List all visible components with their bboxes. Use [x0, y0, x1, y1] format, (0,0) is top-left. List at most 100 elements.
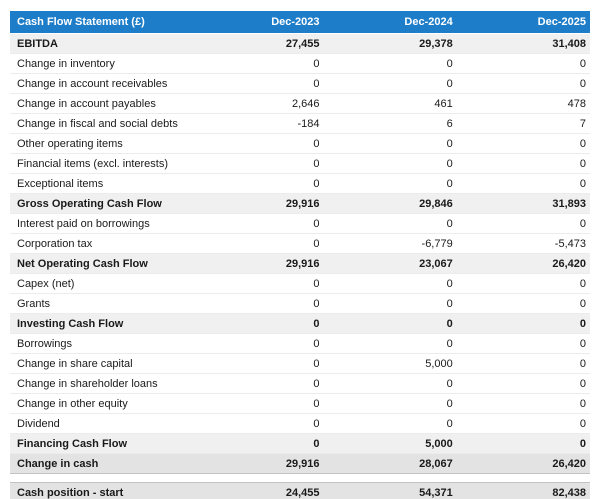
table-row: Investing Cash Flow 0 0 0: [10, 314, 590, 334]
table-row: Exceptional items 0 0 0: [10, 174, 590, 194]
column-header-dec-2023: Dec-2023: [190, 11, 324, 34]
row-label: Corporation tax: [10, 234, 191, 254]
row-label: Change in account payables: [10, 94, 191, 114]
cell-value: 0: [190, 394, 324, 414]
cell-value: 0: [323, 154, 457, 174]
cell-value: 31,893: [456, 194, 590, 214]
row-label: Change in cash: [10, 454, 191, 474]
cell-value: 0: [323, 394, 457, 414]
column-header-dec-2024: Dec-2024: [323, 11, 457, 34]
cell-value: 0: [190, 214, 324, 234]
table-row: Gross Operating Cash Flow 29,916 29,846 31,…: [10, 194, 590, 214]
cell-value: 23,067: [323, 254, 457, 274]
cell-value: -5,473: [456, 234, 590, 254]
cell-value: 0: [323, 274, 457, 294]
cell-value: 0: [190, 434, 324, 454]
cell-value: -6,779: [323, 234, 457, 254]
row-label: Change in shareholder loans: [10, 374, 191, 394]
table-row: Financing Cash Flow 0 5,000 0: [10, 434, 590, 454]
cell-value: 0: [190, 174, 324, 194]
cell-value: 26,420: [456, 454, 590, 474]
row-label: Change in other equity: [10, 394, 191, 414]
cell-value: 31,408: [456, 34, 590, 54]
cell-value: 0: [190, 354, 324, 374]
table-row: Change in fiscal and social debts -184 6 7: [10, 114, 590, 134]
cell-value: 0: [323, 134, 457, 154]
table-row: Change in cash 29,916 28,067 26,420: [10, 454, 590, 474]
row-label: Borrowings: [10, 334, 191, 354]
cell-value: 29,916: [190, 454, 324, 474]
cell-value: 27,455: [190, 34, 324, 54]
table-row: Change in share capital 0 5,000 0: [10, 354, 590, 374]
table-row: Change in account payables 2,646 461 478: [10, 94, 590, 114]
cell-value: 0: [190, 54, 324, 74]
cell-value: 0: [323, 54, 457, 74]
table-body: EBITDA 27,455 29,378 31,408 Change in invent…: [10, 34, 590, 499]
cell-value: 0: [323, 74, 457, 94]
cell-value: 26,420: [456, 254, 590, 274]
cell-value: 461: [323, 94, 457, 114]
spacer-row: [10, 474, 590, 483]
cell-value: 0: [456, 174, 590, 194]
table-row: Grants 0 0 0: [10, 294, 590, 314]
cell-value: 0: [323, 414, 457, 434]
row-label: Financial items (excl. interests): [10, 154, 191, 174]
row-label: Gross Operating Cash Flow: [10, 194, 191, 214]
cell-value: 0: [456, 214, 590, 234]
table-row: Borrowings 0 0 0: [10, 334, 590, 354]
column-header-dec-2025: Dec-2025: [456, 11, 590, 34]
table-row: Capex (net) 0 0 0: [10, 274, 590, 294]
cell-value: 0: [456, 434, 590, 454]
row-label: Dividend: [10, 414, 191, 434]
cell-value: 0: [190, 234, 324, 254]
row-label: Other operating items: [10, 134, 191, 154]
table-row: Change in account receivables 0 0 0: [10, 74, 590, 94]
row-label: Net Operating Cash Flow: [10, 254, 191, 274]
cell-value: 0: [190, 334, 324, 354]
cell-value: 0: [323, 314, 457, 334]
cell-value: 0: [456, 354, 590, 374]
row-label: Change in account receivables: [10, 74, 191, 94]
cell-value: 24,455: [190, 483, 324, 499]
cell-value: 0: [456, 394, 590, 414]
cell-value: 0: [190, 154, 324, 174]
table-row: Financial items (excl. interests) 0 0 0: [10, 154, 590, 174]
row-label: EBITDA: [10, 34, 191, 54]
row-label: Cash position - start: [10, 483, 191, 499]
cell-value: 0: [190, 414, 324, 434]
cash-flow-table: Cash Flow Statement (£) Dec-2023 Dec-202…: [10, 11, 590, 499]
row-label: Change in share capital: [10, 354, 191, 374]
cell-value: 6: [323, 114, 457, 134]
cell-value: 0: [190, 374, 324, 394]
cell-value: 5,000: [323, 434, 457, 454]
table-row: Change in shareholder loans 0 0 0: [10, 374, 590, 394]
cell-value: -184: [190, 114, 324, 134]
spacer-cell: [10, 474, 590, 483]
cell-value: 0: [190, 294, 324, 314]
cell-value: 0: [456, 334, 590, 354]
table-row: Other operating items 0 0 0: [10, 134, 590, 154]
cell-value: 5,000: [323, 354, 457, 374]
table-row: Change in inventory 0 0 0: [10, 54, 590, 74]
table-row: Change in other equity 0 0 0: [10, 394, 590, 414]
row-label: Change in fiscal and social debts: [10, 114, 191, 134]
cell-value: 0: [456, 294, 590, 314]
cell-value: 0: [323, 374, 457, 394]
cell-value: 0: [456, 134, 590, 154]
table-title: Cash Flow Statement (£): [10, 11, 191, 34]
table-row: Cash position - start 24,455 54,371 82,438: [10, 483, 590, 499]
cell-value: 0: [456, 74, 590, 94]
row-label: Change in inventory: [10, 54, 191, 74]
cell-value: 0: [323, 334, 457, 354]
cell-value: 0: [456, 274, 590, 294]
cell-value: 7: [456, 114, 590, 134]
table-row: Dividend 0 0 0: [10, 414, 590, 434]
cell-value: 0: [456, 314, 590, 334]
cell-value: 28,067: [323, 454, 457, 474]
cell-value: 29,916: [190, 254, 324, 274]
table-row: Corporation tax 0 -6,779 -5,473: [10, 234, 590, 254]
cell-value: 0: [456, 414, 590, 434]
cell-value: 54,371: [323, 483, 457, 499]
cell-value: 0: [323, 294, 457, 314]
